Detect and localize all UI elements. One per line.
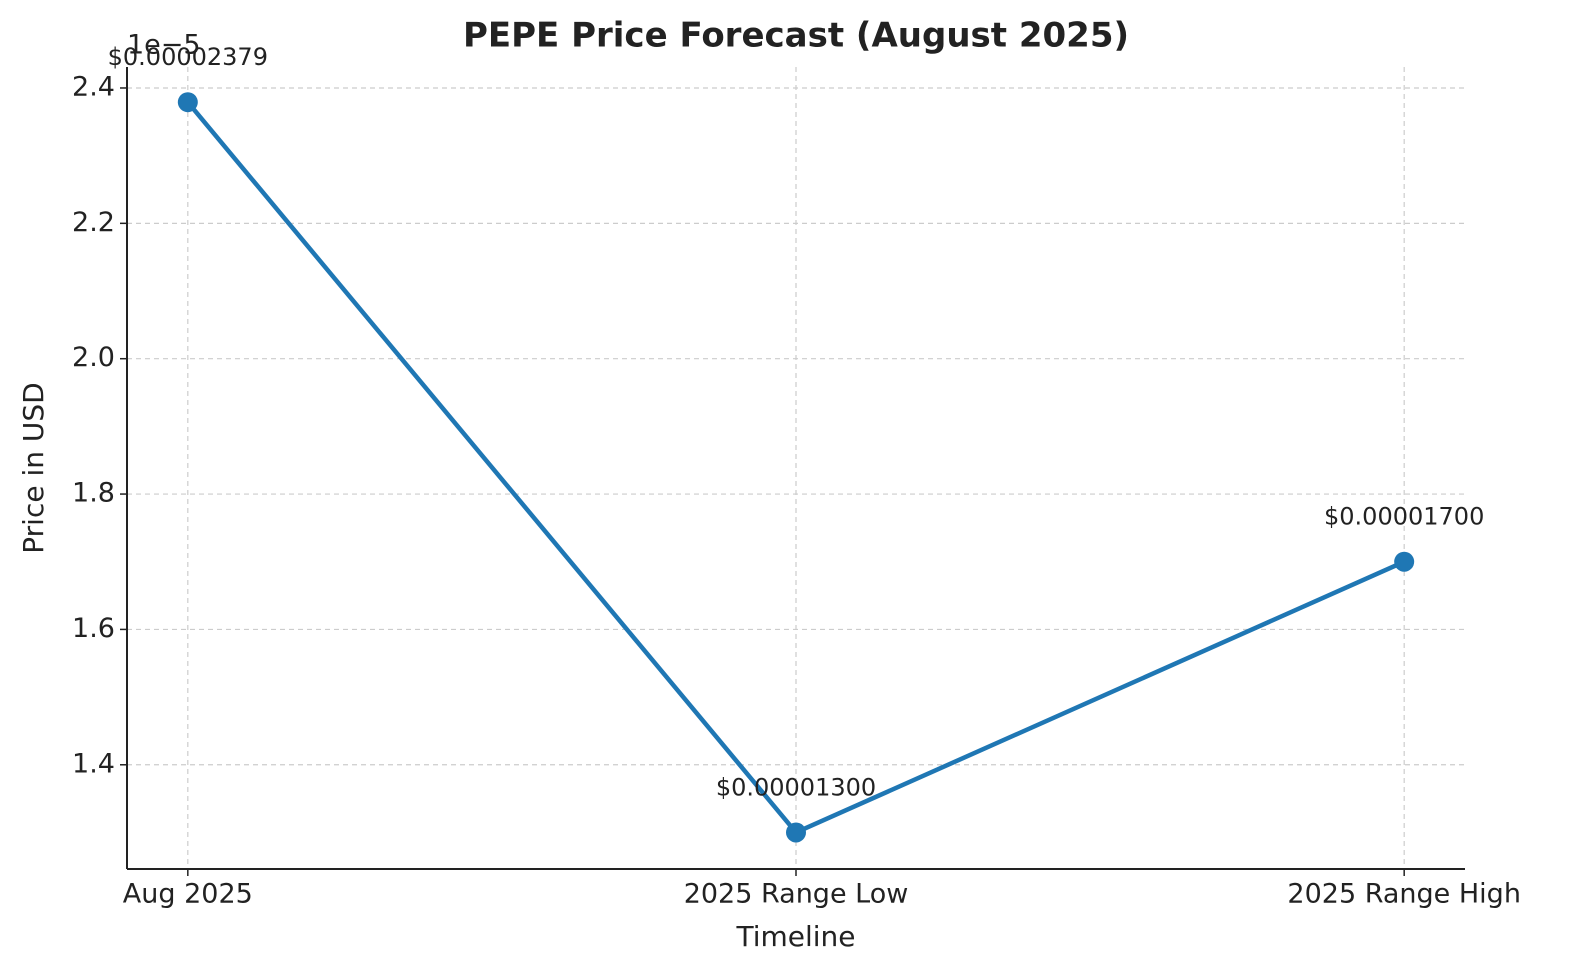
marker (1394, 551, 1415, 572)
y-tick-label: 2.2 (72, 207, 115, 238)
chart-title: PEPE Price Forecast (August 2025) (463, 16, 1129, 56)
y-tick-label: 1.6 (72, 613, 115, 644)
y-offset-label: 1e−5 (127, 30, 201, 61)
x-axis-label: Timeline (735, 920, 855, 953)
marker (786, 822, 806, 843)
data-label: $0.00001700 (1324, 503, 1484, 531)
data-label: $0.00002379 (108, 43, 268, 71)
data-label: $0.00001300 (716, 773, 876, 801)
y-tick-label: 1.8 (72, 478, 115, 509)
x-tick-label: 2025 Range High (1287, 879, 1521, 910)
marker (177, 92, 198, 113)
y-tick-label: 1.4 (72, 748, 115, 779)
x-tick-label: Aug 2025 (123, 879, 253, 910)
y-tick-label: 2.4 (72, 71, 115, 102)
y-axis-label: Price in USD (17, 382, 50, 553)
y-tick-label: 2.0 (72, 342, 115, 373)
x-tick-label: 2025 Range Low (684, 879, 909, 910)
